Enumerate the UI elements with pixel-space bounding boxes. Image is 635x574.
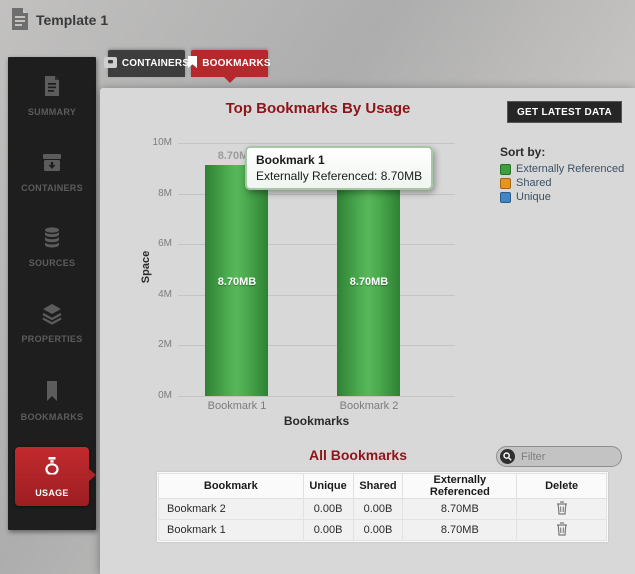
table-row: Bookmark 1 0.00B 0.00B 8.70MB [158,519,607,541]
legend-label: Externally Referenced [516,163,625,175]
all-bookmarks-title: All Bookmarks [308,447,408,463]
containers-box-icon [103,56,117,71]
column-header-unique: Unique [302,473,354,499]
tab-bookmarks[interactable]: BOOKMARKS [188,50,271,83]
gridline [178,193,455,195]
legend-title: Sort by: [500,145,546,159]
sidebar-item-usage[interactable]: USAGE [15,447,96,506]
tab-label: BOOKMARKS [202,58,271,69]
bar-bookmark-2[interactable] [337,165,400,396]
y-tick: 0M [158,390,172,401]
gridline [178,396,455,397]
y-axis-title: Space [140,250,152,284]
chart-legend: Sort by: Externally Referenced Shared Un… [500,145,632,205]
cell-unique: 0.00B [302,498,354,520]
cell-shared: 0.00B [352,519,404,541]
legend-swatch-orange [500,177,511,189]
cell-externally-referenced: 8.70MB [402,519,518,541]
table-row: Bookmark 2 0.00B 0.00B 8.70MB [158,498,607,520]
sidebar-item-label: SOURCES [28,258,76,268]
filter-box [496,446,622,467]
gridline [178,345,455,347]
legend-swatch-green [500,163,511,175]
y-tick: 8M [158,188,172,199]
x-axis-title: Bookmarks [283,414,350,428]
sources-database-icon [8,225,96,254]
cell-delete [516,519,607,541]
table-header-row: Bookmark Unique Shared Externally Refere… [158,473,607,499]
column-header-bookmark: Bookmark [158,473,304,499]
gridline [178,143,455,144]
sidebar-item-label: SUMMARY [27,107,77,117]
sidebar-item-label: CONTAINERS [21,183,83,193]
sidebar-item-label: BOOKMARKS [20,412,84,422]
legend-item-externally-referenced[interactable]: Externally Referenced [500,163,632,175]
trash-icon [556,500,567,515]
column-header-externally-referenced: Externally Referenced [402,473,518,499]
legend-item-unique[interactable]: Unique [500,191,632,203]
legend-item-shared[interactable]: Shared [500,177,632,189]
sidebar-item-label: USAGE [35,488,69,498]
bookmark-tab-icon [188,56,198,71]
cell-shared: 0.00B [352,498,404,520]
bar-value-label-inside: 8.70MB [349,276,389,288]
bar-bookmark-1[interactable] [205,165,268,396]
main-panel: Top Bookmarks By Usage GET LATEST DATA S… [100,88,635,574]
delete-bookmark-button[interactable] [556,521,568,536]
sidebar-item-properties[interactable]: PROPERTIES [8,301,96,344]
x-category-label: Bookmark 2 [339,400,399,412]
search-icon [500,449,515,464]
sidebar-item-sources[interactable]: SOURCES [8,225,96,268]
cell-bookmark-name: Bookmark 1 [158,519,304,541]
sidebar-item-summary[interactable]: SUMMARY [8,74,96,117]
column-header-shared: Shared [352,473,404,499]
chart-tooltip: Bookmark 1 Externally Referenced: 8.70MB [245,146,434,190]
tab-label: CONTAINERS [121,58,190,69]
template-document-icon [10,7,30,36]
gridline [178,294,455,296]
y-tick: 2M [158,339,172,350]
cell-bookmark-name: Bookmark 2 [158,498,304,520]
app-header: Template 1 [0,0,635,46]
sidebar-item-containers[interactable]: CONTAINERS [8,150,96,193]
y-tick: 6M [158,238,172,249]
tab-containers[interactable]: CONTAINERS [103,50,189,77]
tooltip-value: Externally Referenced: 8.70MB [256,169,423,183]
cell-externally-referenced: 8.70MB [402,498,518,520]
active-item-arrow [88,468,96,482]
properties-layers-icon [8,301,96,330]
sidebar-item-label: PROPERTIES [21,334,83,344]
legend-swatch-blue [500,191,511,203]
bar-chart-plot-area [178,143,455,397]
sidebar: SUMMARY CONTAINERS SOURCES PROPERTIES BO… [8,57,96,530]
bookmarks-table: Bookmark Unique Shared Externally Refere… [157,472,608,542]
summary-document-icon [8,74,96,103]
cell-unique: 0.00B [302,519,354,541]
legend-label: Shared [516,177,552,189]
column-header-delete: Delete [516,473,607,499]
legend-label: Unique [516,191,551,203]
x-category-label: Bookmark 1 [207,400,267,412]
usage-weight-icon [41,455,63,484]
y-tick: 4M [158,289,172,300]
filter-input[interactable] [521,450,613,463]
cell-delete [516,498,607,520]
sidebar-item-bookmarks[interactable]: BOOKMARKS [8,379,96,422]
containers-archive-icon [8,150,96,179]
y-tick: 10M [152,137,172,148]
tooltip-title: Bookmark 1 [256,153,325,167]
bar-value-label-inside: 8.70MB [217,276,257,288]
get-latest-data-button[interactable]: GET LATEST DATA [506,101,622,123]
page-title: Template 1 [36,12,109,28]
bookmarks-bookmark-icon [8,379,96,408]
gridline [178,244,455,246]
chart-title: Top Bookmarks By Usage [225,100,411,117]
trash-icon [556,521,567,536]
delete-bookmark-button[interactable] [556,500,568,515]
